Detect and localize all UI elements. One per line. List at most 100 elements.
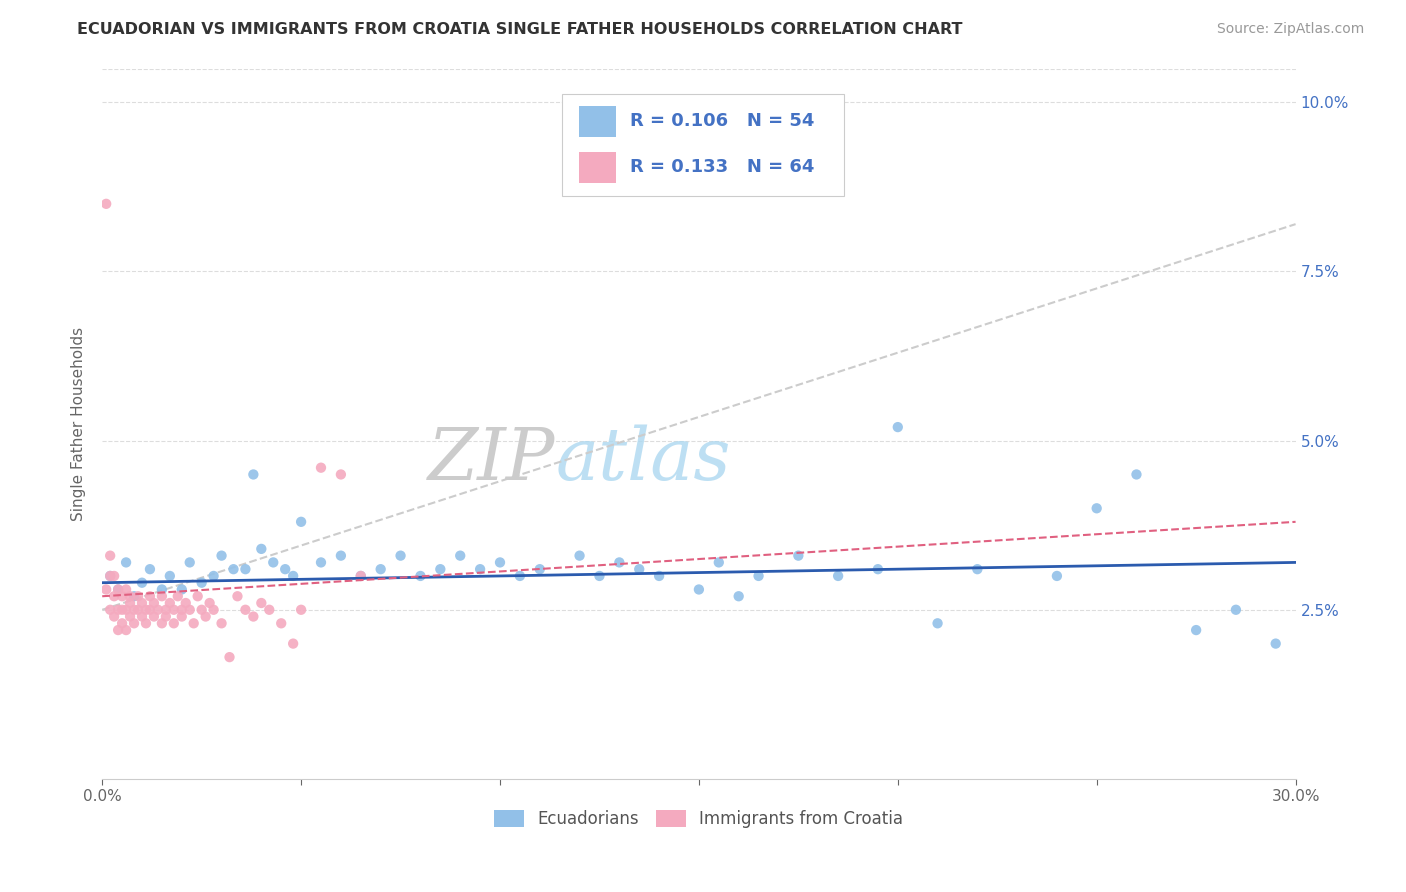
Point [115,556,138,570]
Point [309,460,332,475]
Point [187,589,209,603]
Point [198,596,221,610]
Point [262,556,284,570]
Point [211,616,233,631]
Point [283,569,305,583]
Text: Source: ZipAtlas.com: Source: ZipAtlas.com [1216,22,1364,37]
Point [211,549,233,563]
Point [1125,467,1147,482]
Point [274,562,297,576]
Point [568,549,591,563]
Point [429,562,451,576]
Point [96,582,118,597]
Point [155,609,177,624]
Point [887,420,910,434]
Point [98,569,121,583]
Point [122,616,145,631]
Point [139,603,162,617]
Point [329,549,352,563]
Point [183,616,205,631]
Point [827,569,849,583]
Point [607,556,630,570]
Point [250,541,273,556]
Point [111,603,134,617]
Point [389,549,412,563]
Point [179,556,201,570]
Point [159,569,181,583]
Point [107,623,129,637]
Point [283,637,305,651]
Point [170,609,193,624]
Point [1085,501,1108,516]
Point [103,609,125,624]
Point [120,609,142,624]
Point [127,589,149,603]
Point [226,589,249,603]
Point [120,596,142,610]
Point [966,562,988,576]
Point [179,603,201,617]
Text: R = 0.133   N = 64: R = 0.133 N = 64 [630,158,814,176]
Point [139,589,162,603]
Point [107,582,129,597]
Point [707,556,730,570]
Point [242,609,264,624]
Point [409,569,432,583]
Point [146,603,169,617]
Point [1225,603,1247,617]
Point [115,603,138,617]
Point [235,562,257,576]
Point [150,582,173,597]
Point [115,623,138,637]
Point [131,575,153,590]
Text: ZIP: ZIP [429,424,555,494]
Point [529,562,551,576]
Point [127,603,149,617]
Point [135,616,157,631]
Point [350,569,373,583]
Point [174,596,197,610]
Point [150,589,173,603]
Point [222,562,245,576]
Bar [579,153,616,183]
Point [107,603,129,617]
Point [170,582,193,597]
Point [370,562,392,576]
Y-axis label: Single Father Households: Single Father Households [72,326,86,521]
Point [1185,623,1208,637]
Point [131,609,153,624]
Point [107,582,129,597]
Point [242,467,264,482]
Point [309,556,332,570]
Point [787,549,810,563]
Point [688,582,710,597]
Point [259,603,281,617]
Point [115,582,138,597]
Point [170,603,193,617]
Point [122,603,145,617]
Point [648,569,671,583]
Point [748,569,770,583]
Point [588,569,610,583]
Point [290,515,312,529]
Point [202,569,225,583]
Bar [579,106,616,136]
Point [98,603,121,617]
Point [135,603,157,617]
Point [190,603,212,617]
Point [468,562,491,576]
Point [866,562,889,576]
Point [218,650,240,665]
Point [202,603,225,617]
Point [103,589,125,603]
Point [159,596,181,610]
Text: atlas: atlas [555,424,731,494]
Point [120,589,142,603]
Point [190,575,212,590]
Point [290,603,312,617]
Point [111,616,134,631]
Point [350,569,373,583]
Point [122,589,145,603]
Point [142,609,165,624]
Point [139,562,162,576]
